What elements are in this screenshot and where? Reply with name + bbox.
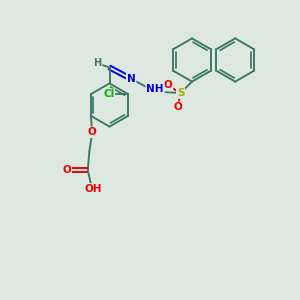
Text: Cl: Cl (103, 89, 114, 99)
Text: O: O (173, 102, 182, 112)
Text: NH: NH (146, 84, 164, 94)
Text: H: H (93, 58, 102, 68)
Text: O: O (164, 80, 172, 91)
Text: S: S (177, 88, 184, 98)
Text: O: O (62, 165, 71, 176)
Text: OH: OH (84, 184, 102, 194)
Text: O: O (88, 127, 97, 137)
Text: N: N (127, 74, 136, 84)
